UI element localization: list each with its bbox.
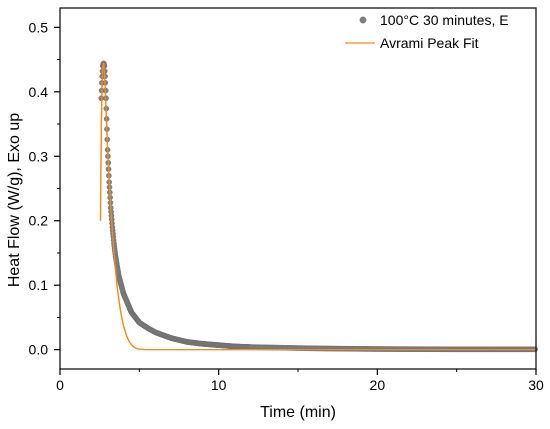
fit-line <box>99 62 536 351</box>
x-tick-label: 20 <box>370 377 386 393</box>
y-axis-label: Heat Flow (W/g), Exo up <box>6 113 23 287</box>
data-layer <box>98 60 538 353</box>
x-tick-label: 10 <box>211 377 227 393</box>
legend-label-scatter: 100°C 30 minutes, E <box>380 12 509 28</box>
fit-line-overlay <box>99 62 536 351</box>
legend-marker-scatter <box>359 16 367 24</box>
legend: 100°C 30 minutes, E Avrami Peak Fit <box>345 12 509 51</box>
y-tick-label: 0.4 <box>29 84 49 100</box>
legend-label-fit: Avrami Peak Fit <box>380 35 479 51</box>
fit-layer <box>99 62 536 351</box>
y-tick-label: 0.1 <box>29 277 49 293</box>
y-tick-label: 0.5 <box>29 19 49 35</box>
x-tick-label: 0 <box>56 377 64 393</box>
x-axis-label: Time (min) <box>260 404 336 421</box>
x-tick-label: 30 <box>528 377 544 393</box>
y-tick-label: 0.0 <box>29 342 49 358</box>
axes-layer: 0 10 20 30 0.0 0.1 0.2 0.3 0.4 0.5 <box>29 7 544 393</box>
y-tick-label: 0.2 <box>29 213 49 229</box>
y-tick-label: 0.3 <box>29 148 49 164</box>
